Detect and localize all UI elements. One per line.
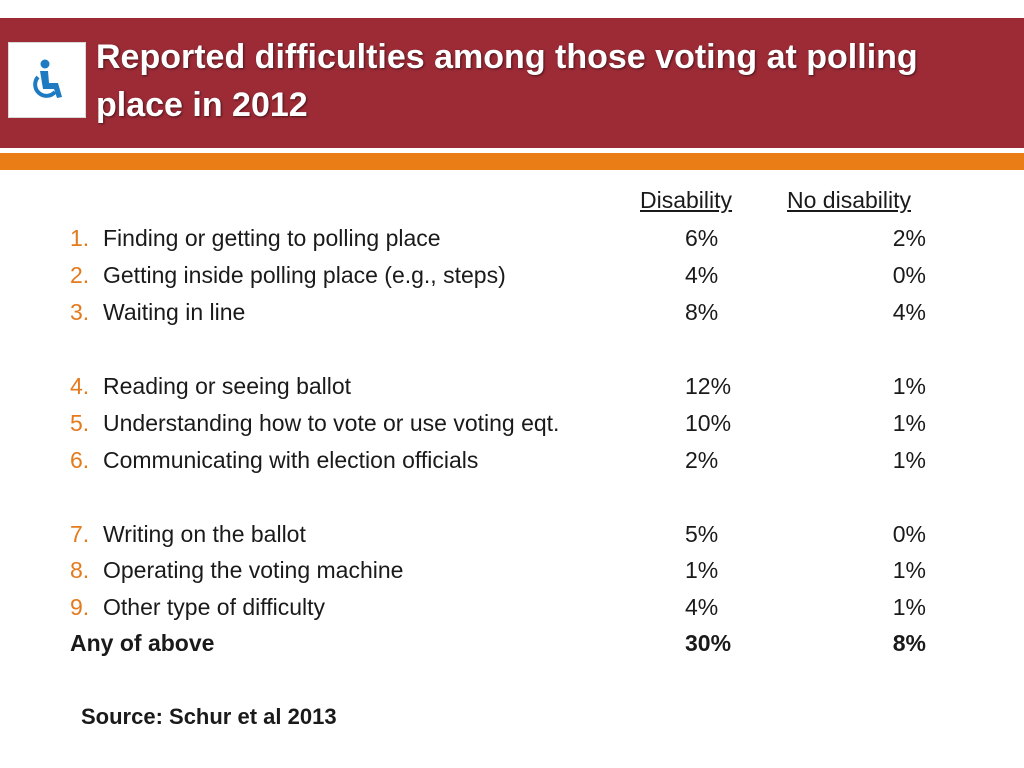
row-label: Reading or seeing ballot — [103, 373, 352, 399]
row-label: Operating the voting machine — [103, 557, 404, 583]
column-header-disability: Disability — [640, 187, 733, 213]
accent-bar — [0, 153, 1024, 170]
total-no-disability-value: 8% — [892, 630, 926, 656]
table-row: 4. Reading or seeing ballot 12% 1% — [0, 369, 1024, 403]
logo-box — [8, 42, 86, 118]
table-row: 9. Other type of difficulty 4% 1% — [0, 590, 1024, 624]
row-label: Communicating with election officials — [103, 447, 479, 473]
title-banner: Reported difficulties among those voting… — [0, 18, 1024, 148]
no-disability-value: 4% — [892, 299, 926, 325]
disability-value: 4% — [685, 262, 719, 288]
total-disability-value: 30% — [685, 630, 732, 656]
disability-value: 10% — [685, 410, 732, 436]
row-label: Writing on the ballot — [103, 521, 306, 547]
disability-value: 6% — [685, 225, 719, 251]
row-number: 6. — [70, 447, 90, 473]
no-disability-value: 1% — [892, 594, 926, 620]
disability-value: 8% — [685, 299, 719, 325]
no-disability-value: 1% — [892, 557, 926, 583]
table-row: 5. Understanding how to vote or use voti… — [0, 406, 1024, 440]
no-disability-value: 1% — [892, 410, 926, 436]
row-label: Getting inside polling place (e.g., step… — [103, 262, 506, 288]
disability-value: 2% — [685, 447, 719, 473]
column-header-no-disability: No disability — [787, 187, 911, 213]
table-row: 3. Waiting in line 8% 4% — [0, 295, 1024, 329]
wheelchair-accessibility-icon — [33, 59, 62, 98]
row-number: 1. — [70, 225, 90, 251]
table-row: 8. Operating the voting machine 1% 1% — [0, 553, 1024, 587]
table-row: 1. Finding or getting to polling place 6… — [0, 221, 1024, 255]
source-citation: Source: Schur et al 2013 — [81, 704, 337, 729]
row-label: Finding or getting to polling place — [103, 225, 441, 251]
disability-value: 1% — [685, 557, 719, 583]
disability-value: 4% — [685, 594, 719, 620]
row-number: 5. — [70, 410, 90, 436]
total-row: Any of above 30% 8% — [0, 626, 1024, 660]
row-number: 2. — [70, 262, 90, 288]
row-number: 4. — [70, 373, 90, 399]
no-disability-value: 2% — [892, 225, 926, 251]
row-label: Waiting in line — [103, 299, 246, 325]
table-row: 6. Communicating with election officials… — [0, 443, 1024, 477]
no-disability-value: 0% — [892, 262, 926, 288]
disability-value: 12% — [685, 373, 732, 399]
row-number: 3. — [70, 299, 90, 325]
table-row: 7. Writing on the ballot 5% 0% — [0, 517, 1024, 551]
table-row: 2. Getting inside polling place (e.g., s… — [0, 258, 1024, 292]
slide-title: Reported difficulties among those voting… — [96, 38, 918, 124]
disability-value: 5% — [685, 521, 719, 547]
no-disability-value: 1% — [892, 447, 926, 473]
row-number: 8. — [70, 557, 90, 583]
row-label: Other type of difficulty — [103, 594, 326, 620]
row-number: 7. — [70, 521, 90, 547]
no-disability-value: 1% — [892, 373, 926, 399]
no-disability-value: 0% — [892, 521, 926, 547]
row-number: 9. — [70, 594, 90, 620]
total-label: Any of above — [70, 630, 215, 656]
row-label: Understanding how to vote or use voting … — [103, 410, 560, 436]
